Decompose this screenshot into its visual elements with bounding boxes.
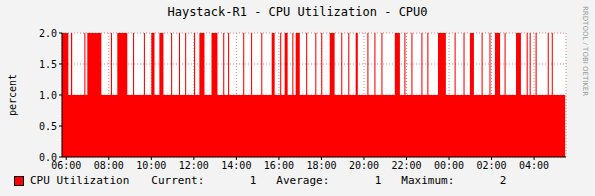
svg-text:14:00: 14:00 xyxy=(221,160,251,171)
html-text:1: 1 xyxy=(374,174,382,187)
html-text:RRDTOOL / TOBI OETIKER: RRDTOOL / TOBI OETIKER xyxy=(581,6,589,97)
svg-text:1.0: 1.0 xyxy=(39,90,57,101)
svg-text:1.5: 1.5 xyxy=(39,59,57,70)
html-text:CPU Utilization: CPU Utilization xyxy=(30,174,130,187)
svg-text:00:00: 00:00 xyxy=(434,160,464,171)
svg-text:0.5: 0.5 xyxy=(39,121,57,132)
svg-text:percent: percent xyxy=(8,74,18,116)
html-text:Haystack-R1 - CPU Utilization: Haystack-R1 - CPU Utilization - CPU0 xyxy=(167,5,428,19)
svg-text:20:00: 20:00 xyxy=(349,160,379,171)
svg-text:0.0: 0.0 xyxy=(39,152,57,163)
html-text:1: 1 xyxy=(249,174,257,187)
svg-text:04:00: 04:00 xyxy=(519,160,549,171)
svg-text:06:00: 06:00 xyxy=(51,160,82,172)
svg-text:10:00: 10:00 xyxy=(136,160,166,171)
svg-text:2.0: 2.0 xyxy=(39,28,57,39)
html-text:2: 2 xyxy=(499,174,507,187)
svg-text:22:00: 22:00 xyxy=(391,160,421,171)
svg-text:16:00: 16:00 xyxy=(264,160,294,171)
svg-text:18:00: 18:00 xyxy=(306,160,336,171)
svg-text:08:00: 08:00 xyxy=(94,160,124,171)
svg-text:12:00: 12:00 xyxy=(179,160,209,171)
html-text:Current:: Current: xyxy=(151,174,205,187)
html-text:Maximum:: Maximum: xyxy=(401,174,455,187)
html-text:Average:: Average: xyxy=(276,174,330,187)
svg-text:02:00: 02:00 xyxy=(477,160,507,171)
